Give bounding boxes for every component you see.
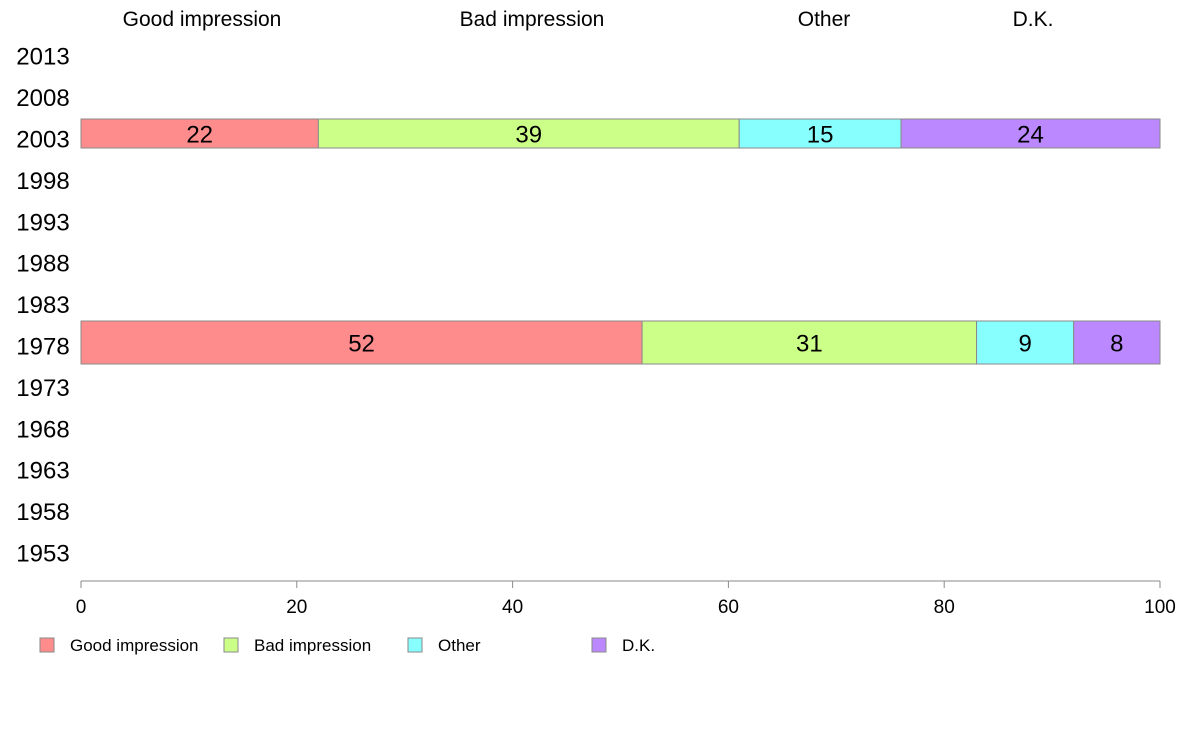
legend-swatch-1 bbox=[223, 637, 239, 653]
year-label-1988: 1988 bbox=[16, 251, 69, 278]
x-axis: 0 20 40 60 80 100 bbox=[76, 580, 1176, 618]
legend-swatch-3 bbox=[591, 637, 607, 653]
x-tick-label-0: 0 bbox=[76, 597, 87, 618]
column-header-2: Other bbox=[798, 8, 851, 31]
column-header-3: D.K. bbox=[1013, 8, 1054, 31]
year-label-1958: 1958 bbox=[16, 499, 69, 526]
bar-1978-2 bbox=[976, 320, 1075, 365]
bars: 22 39 15 24 52 31 9 8 bbox=[80, 118, 1161, 365]
year-label-2013: 2013 bbox=[16, 44, 69, 71]
bar-2003-0 bbox=[80, 118, 319, 149]
year-label-1983: 1983 bbox=[16, 292, 69, 319]
legend-label-1: Bad impression bbox=[254, 636, 371, 655]
legend-label-0: Good impression bbox=[70, 636, 199, 655]
bar-label-1978-0: 52 bbox=[348, 331, 375, 358]
bar-label-2003-0: 22 bbox=[186, 122, 213, 149]
bar-label-1978-1: 31 bbox=[796, 331, 823, 358]
x-tick-label-60: 60 bbox=[718, 597, 739, 618]
year-label-1998: 1998 bbox=[16, 168, 69, 195]
year-labels: 2013 2008 2003 1998 1993 1988 1983 1978 1973 1968… bbox=[16, 44, 69, 568]
bar-1978-3 bbox=[1073, 320, 1161, 365]
legend: Good impression Bad impression Other D.K. bbox=[39, 636, 655, 655]
legend-label-3: D.K. bbox=[622, 636, 655, 655]
x-tick-label-100: 100 bbox=[1144, 597, 1176, 618]
bar-label-2003-3: 24 bbox=[1017, 122, 1044, 149]
year-label-2003: 2003 bbox=[16, 127, 69, 154]
bar-2003-3 bbox=[900, 118, 1161, 149]
legend-label-2: Other bbox=[438, 636, 481, 655]
year-label-1963: 1963 bbox=[16, 458, 69, 485]
bar-label-1978-2: 9 bbox=[1018, 331, 1031, 358]
column-headers: Good impression Bad impression Other D.K. bbox=[123, 8, 1054, 31]
year-label-1993: 1993 bbox=[16, 209, 69, 236]
legend-swatch-0 bbox=[39, 637, 55, 653]
column-header-1: Bad impression bbox=[460, 8, 605, 31]
legend-swatch-2 bbox=[407, 637, 423, 653]
year-label-1968: 1968 bbox=[16, 416, 69, 443]
x-tick-label-80: 80 bbox=[934, 597, 955, 618]
x-tick-label-40: 40 bbox=[502, 597, 523, 618]
column-header-0: Good impression bbox=[123, 8, 282, 31]
bar-label-1978-3: 8 bbox=[1110, 331, 1123, 358]
year-label-1973: 1973 bbox=[16, 375, 69, 402]
bar-2003-1 bbox=[317, 118, 740, 149]
bar-1978-0 bbox=[80, 320, 643, 365]
year-label-2008: 2008 bbox=[16, 85, 69, 112]
year-label-1978: 1978 bbox=[16, 334, 69, 361]
bar-label-2003-2: 15 bbox=[807, 122, 834, 149]
bar-2003-2 bbox=[738, 118, 902, 149]
x-tick-label-20: 20 bbox=[286, 597, 307, 618]
year-label-1953: 1953 bbox=[16, 541, 69, 568]
bar-label-2003-1: 39 bbox=[515, 122, 542, 149]
bar-1978-1 bbox=[641, 320, 978, 365]
